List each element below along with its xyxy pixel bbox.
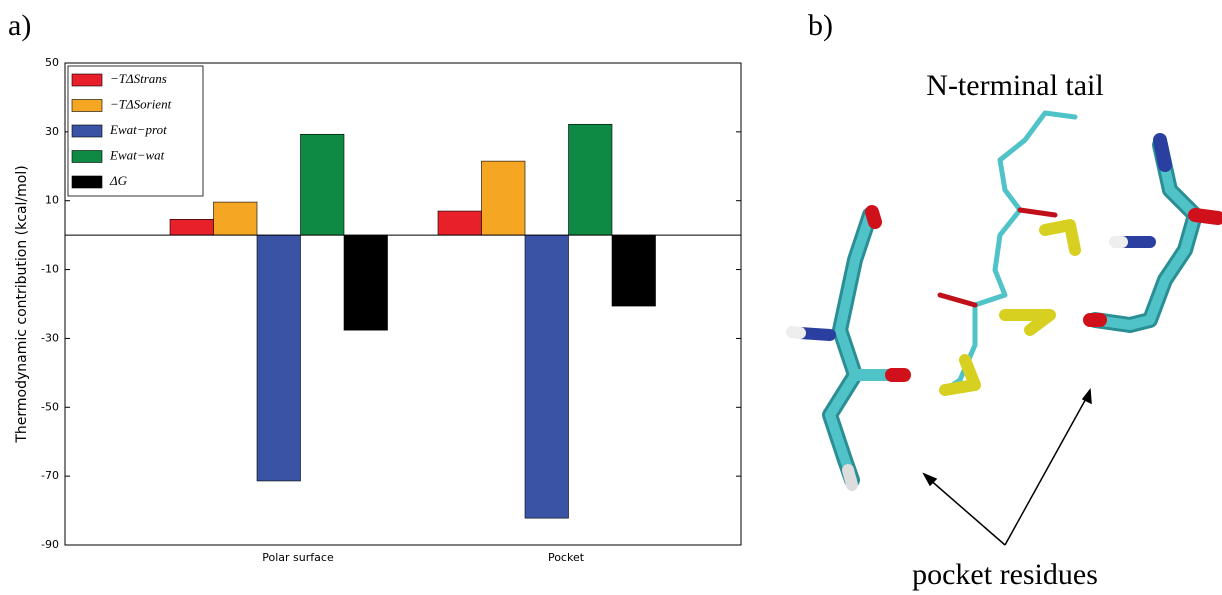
y-axis-label: Thermodynamic contribution (kcal/mol)	[14, 165, 30, 443]
legend-swatch	[72, 151, 102, 163]
y-tick-label: -50	[41, 400, 59, 413]
annotation: N-terminal tail	[926, 69, 1103, 102]
x-tick-label: Polar surface	[262, 551, 334, 564]
y-tick-label: -30	[41, 331, 59, 344]
y-tick-label: 10	[45, 194, 59, 207]
y-tick-label: -70	[41, 469, 59, 482]
legend-label: ΔG	[109, 173, 128, 188]
y-tick-label: 30	[45, 125, 59, 138]
legend-label: Ewat−wat	[109, 147, 165, 162]
legend-label: −TΔStrans	[110, 71, 167, 86]
bar	[301, 134, 345, 235]
arrows	[924, 390, 1091, 545]
legend-swatch	[72, 74, 102, 86]
annotation: pocket residues	[912, 558, 1098, 591]
legend-swatch	[72, 100, 102, 112]
legend-swatch	[72, 176, 102, 188]
y-tick-label: -90	[41, 538, 59, 551]
panel-label: b)	[808, 9, 833, 42]
legend-label: Ewat−prot	[109, 122, 167, 137]
bar	[344, 235, 388, 330]
bar	[438, 211, 482, 235]
y-tick-label: -10	[41, 263, 59, 276]
bar	[170, 219, 214, 235]
panel-label: a)	[8, 9, 31, 42]
legend-label: −TΔSorient	[110, 96, 172, 111]
bar	[214, 202, 258, 235]
figure: a) b) Thermodynamic contribution (kcal/m…	[0, 0, 1222, 595]
bar	[612, 235, 656, 306]
bar	[525, 235, 569, 518]
legend-swatch	[72, 125, 102, 137]
bar	[482, 161, 526, 235]
bar	[257, 235, 301, 481]
molecule	[792, 113, 1218, 485]
y-tick-label: 50	[45, 56, 59, 69]
x-tick-label: Pocket	[548, 551, 585, 564]
bar	[569, 124, 613, 235]
